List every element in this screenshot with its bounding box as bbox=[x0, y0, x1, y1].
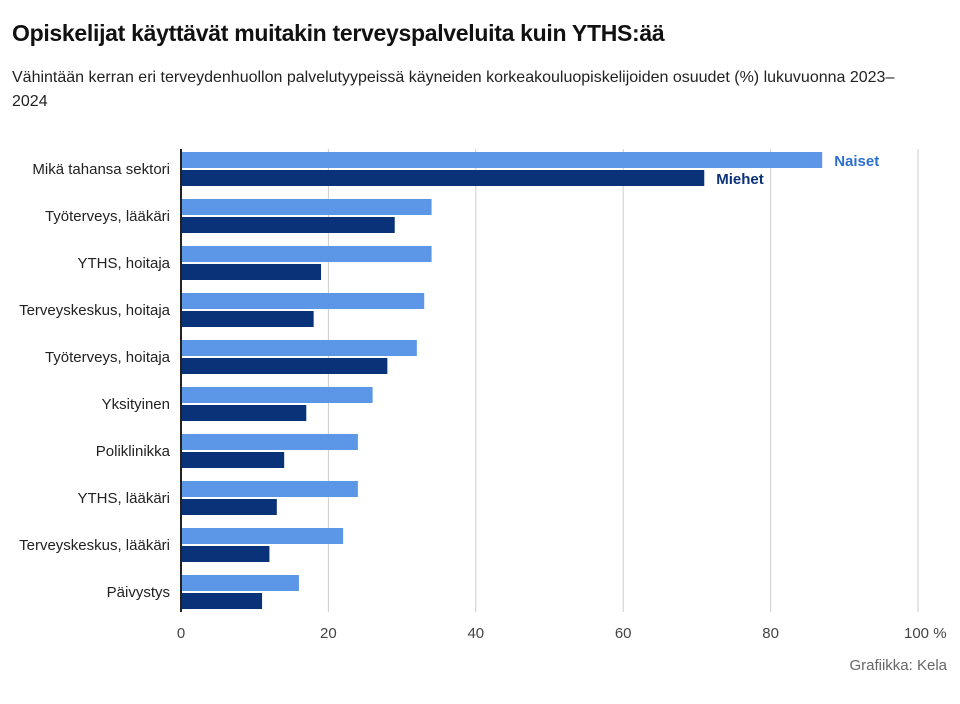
bar-miehet bbox=[181, 593, 263, 609]
category-label: Päivystys bbox=[107, 584, 170, 601]
category-label: YTHS, lääkäri bbox=[77, 490, 170, 507]
bar-naiset bbox=[181, 199, 432, 215]
bar-miehet bbox=[181, 499, 277, 515]
bar-naiset bbox=[181, 293, 425, 309]
category-label: Työterveys, hoitaja bbox=[45, 349, 171, 366]
bar-miehet bbox=[181, 405, 307, 421]
bar-miehet bbox=[181, 311, 314, 327]
x-tick-label: 100 % bbox=[904, 625, 947, 642]
bar-naiset bbox=[181, 387, 373, 403]
bar-naiset bbox=[181, 434, 358, 450]
bar-miehet bbox=[181, 452, 285, 468]
bar-naiset bbox=[181, 575, 299, 591]
x-tick-label: 20 bbox=[320, 625, 337, 642]
category-label: Mikä tahansa sektori bbox=[32, 161, 170, 178]
bar-miehet bbox=[181, 264, 322, 280]
category-label: Terveyskeskus, hoitaja bbox=[19, 302, 171, 319]
bar-miehet bbox=[181, 170, 705, 186]
category-label: Poliklinikka bbox=[96, 443, 171, 460]
chart-subtitle: Vähintään kerran eri terveydenhuollon pa… bbox=[12, 69, 895, 110]
bar-miehet bbox=[181, 217, 395, 233]
bar-naiset bbox=[181, 481, 358, 497]
bar-naiset bbox=[181, 152, 823, 168]
bar-naiset bbox=[181, 340, 417, 356]
chart-title: Opiskelijat käyttävät muitakin terveyspa… bbox=[12, 20, 665, 46]
category-label: Terveyskeskus, lääkäri bbox=[19, 537, 170, 554]
category-label: YTHS, hoitaja bbox=[77, 255, 170, 272]
category-label: Työterveys, lääkäri bbox=[45, 208, 170, 225]
bar-naiset bbox=[181, 246, 432, 262]
x-tick-label: 60 bbox=[615, 625, 632, 642]
bar-miehet bbox=[181, 358, 388, 374]
x-tick-label: 0 bbox=[177, 625, 185, 642]
legend-label-naiset: Naiset bbox=[834, 153, 879, 170]
legend-label-miehet: Miehet bbox=[716, 171, 764, 188]
bar-naiset bbox=[181, 528, 344, 544]
bar-miehet bbox=[181, 546, 270, 562]
category-label: Yksityinen bbox=[102, 396, 170, 413]
x-tick-label: 80 bbox=[762, 625, 779, 642]
x-tick-label: 40 bbox=[467, 625, 484, 642]
source-credit: Grafiikka: Kela bbox=[849, 657, 947, 674]
